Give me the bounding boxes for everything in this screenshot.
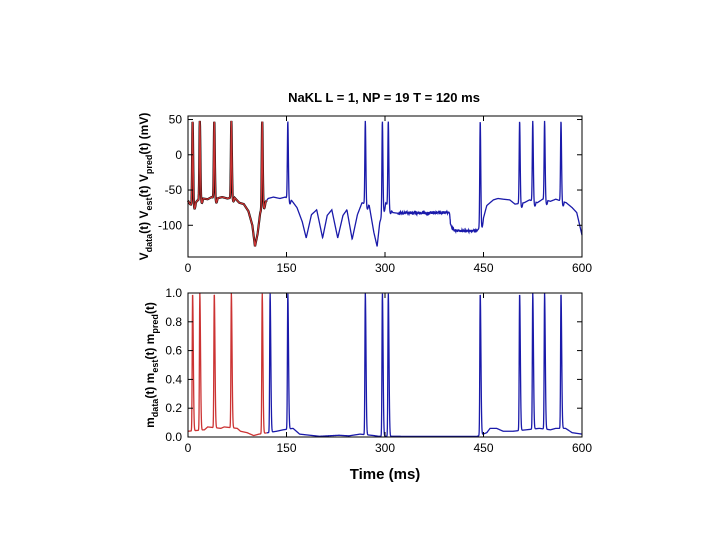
y-label-subscript: est xyxy=(144,197,154,210)
y-label-text: V xyxy=(137,252,151,260)
y-tick-label: 0.0 xyxy=(165,430,182,444)
y-label-subscript: est xyxy=(150,360,160,373)
prediction-trace xyxy=(266,292,583,438)
y-label-text: m xyxy=(143,417,157,428)
y-label-text: (t) (mV) xyxy=(137,113,151,155)
voltage-axis-ticks: 0 150 300 450 600 50 0 -50 -100 xyxy=(158,113,592,275)
x-tick-label: 450 xyxy=(473,261,493,275)
y-tick-label: 0.6 xyxy=(165,344,182,358)
prediction-trace xyxy=(266,120,583,247)
x-tick-label: 0 xyxy=(185,441,192,455)
estimation-trace xyxy=(187,120,268,247)
voltage-traces xyxy=(187,120,583,247)
figure-title: NaKL L = 1, NP = 19 T = 120 ms xyxy=(288,90,480,105)
voltage-y-axis-label: Vdata(t) Vest(t) Vpred(t) (mV) xyxy=(137,113,154,261)
x-tick-label: 300 xyxy=(375,261,395,275)
voltage-plot-frame xyxy=(187,115,583,258)
x-tick-label: 450 xyxy=(473,441,493,455)
x-tick-label: 150 xyxy=(276,441,296,455)
x-tick-label: 600 xyxy=(572,441,592,455)
gating-y-axis-label: mdata(t) mest(t) mpred(t) xyxy=(143,302,160,428)
gating-traces xyxy=(187,292,583,438)
gating-axis-ticks: 0 150 300 450 600 1.0 0.8 0.6 0.4 0.2 0.0 xyxy=(165,286,592,455)
y-tick-label: 0.8 xyxy=(165,315,182,329)
y-label-text: (t) V xyxy=(137,211,151,234)
estimation-trace xyxy=(187,292,267,437)
y-tick-label: 0 xyxy=(175,148,182,162)
x-tick-label: 150 xyxy=(276,261,296,275)
y-tick-label: 50 xyxy=(169,113,183,127)
x-tick-label: 0 xyxy=(185,261,192,275)
y-tick-label: 0.2 xyxy=(165,401,182,415)
y-label-subscript: pred xyxy=(144,155,154,175)
y-tick-label: -100 xyxy=(158,218,182,232)
y-label-subscript: data xyxy=(150,398,160,418)
time-axis-label: Time (ms) xyxy=(350,466,421,483)
y-label-text: (t) m xyxy=(143,334,157,360)
y-label-text: (t) V xyxy=(137,174,151,197)
y-label-text: (t) xyxy=(143,302,157,314)
y-label-text: (t) m xyxy=(143,373,157,399)
y-label-subscript: pred xyxy=(150,314,160,334)
x-tick-label: 600 xyxy=(572,261,592,275)
y-tick-label: 0.4 xyxy=(165,372,182,386)
y-tick-label: -50 xyxy=(165,183,183,197)
y-label-subscript: data xyxy=(144,233,154,253)
y-tick-label: 1.0 xyxy=(165,286,182,300)
gating-plot-frame xyxy=(187,292,583,438)
x-tick-label: 300 xyxy=(375,441,395,455)
